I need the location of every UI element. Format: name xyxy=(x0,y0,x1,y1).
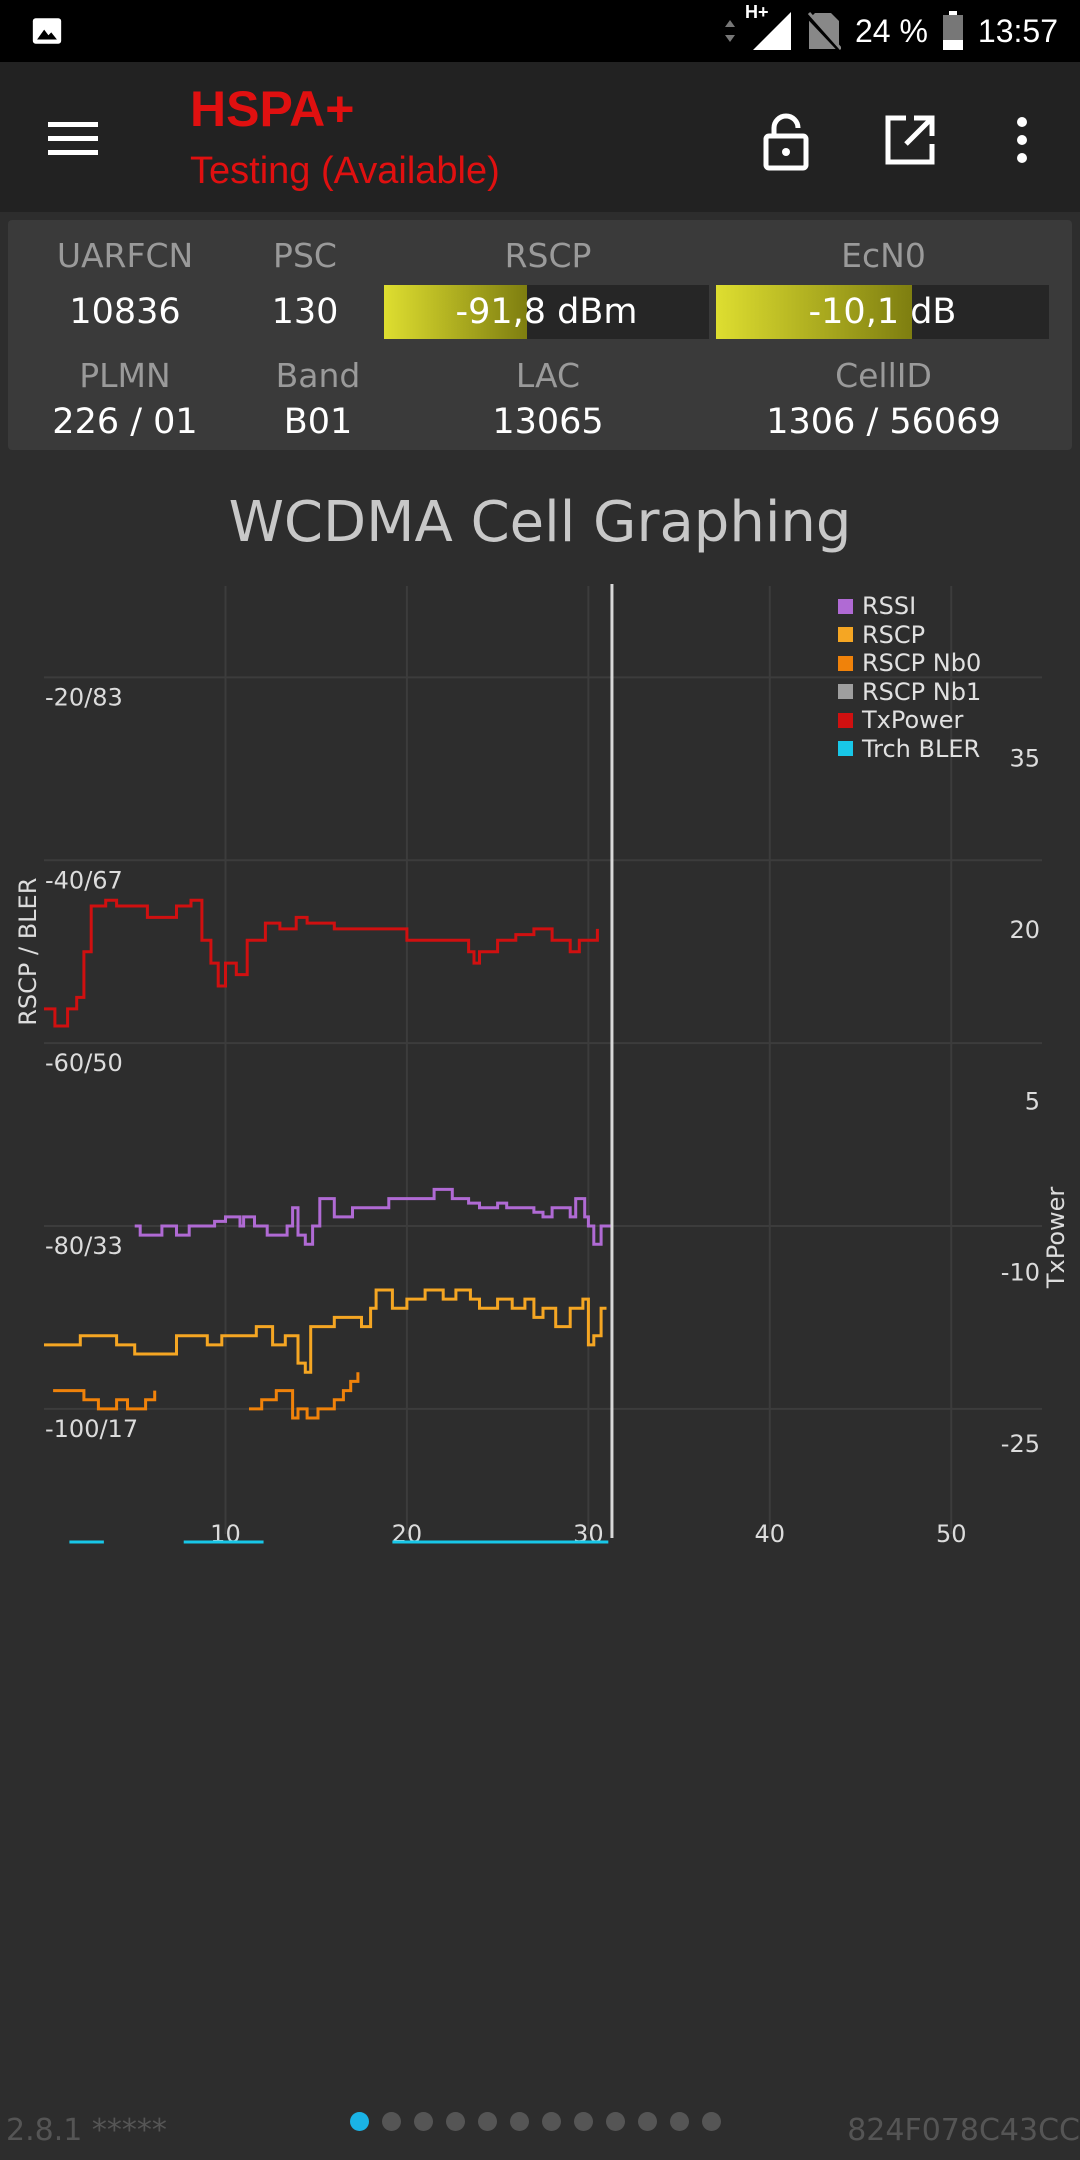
ecn0-value: -10,1 dB xyxy=(808,292,957,332)
legend-swatch xyxy=(838,741,853,757)
page-dot[interactable] xyxy=(542,2112,561,2131)
no-sim-icon xyxy=(806,12,841,51)
plmn-label: PLMN xyxy=(79,356,171,395)
cell-graph: -20/83 -40/67 -60/50 -80/33 -100/17 -25 -10 5 20… xyxy=(14,584,1070,1548)
legend-swatch xyxy=(838,598,853,614)
rscp-value: -91,8 dBm xyxy=(455,292,638,332)
legend-label: RSCP Nb1 xyxy=(862,677,982,706)
lac-label: LAC xyxy=(515,356,581,395)
status-bar: H+ 24 % 13:57 xyxy=(0,0,1080,62)
left-tick-label: -20/83 xyxy=(45,683,123,711)
right-axis-title: TxPower xyxy=(1042,1187,1070,1290)
page-dot[interactable] xyxy=(510,2112,529,2131)
clock: 13:57 xyxy=(977,12,1058,49)
rscp-nb0-line xyxy=(53,1389,157,1411)
legend-label: RSSI xyxy=(862,592,917,621)
x-tick-label: 50 xyxy=(936,1520,967,1548)
app-toolbar: HSPA+ Testing (Available) xyxy=(0,62,1080,212)
rscp-meter: -91,8 dBm xyxy=(384,285,709,339)
technology-title: HSPA+ xyxy=(190,81,355,137)
network-type: H+ xyxy=(744,2,769,22)
page-dot[interactable] xyxy=(606,2112,625,2131)
left-tick-label: -80/33 xyxy=(45,1232,123,1260)
rscp-nb0-line xyxy=(249,1372,360,1420)
more-vert-icon[interactable] xyxy=(990,108,1054,172)
legend-item-trch-bler: Trch BLER xyxy=(838,735,981,764)
band-label: Band xyxy=(275,356,361,395)
ecn0-meter: -10,1 dB xyxy=(716,285,1049,339)
legend-swatch xyxy=(838,712,853,728)
page-indicator xyxy=(350,2112,721,2131)
page-dot[interactable] xyxy=(350,2112,369,2131)
signal-icon: H+ xyxy=(745,2,793,52)
gallery-icon xyxy=(32,18,62,44)
left-axis-title: RSCP / BLER xyxy=(14,878,42,1026)
ecn0-label: EcN0 xyxy=(841,236,926,275)
legend-label: RSCP xyxy=(862,620,926,649)
page-dot[interactable] xyxy=(446,2112,465,2131)
plmn-value: 226 / 01 xyxy=(52,402,198,442)
chart-title: WCDMA Cell Graphing xyxy=(228,490,852,555)
page-dot[interactable] xyxy=(670,2112,689,2131)
rssi-line xyxy=(134,1187,612,1246)
legend-swatch xyxy=(838,655,853,671)
legend-label: TxPower xyxy=(862,706,964,735)
page-dot[interactable] xyxy=(574,2112,593,2131)
right-tick-label: -25 xyxy=(1001,1430,1040,1458)
right-tick-label: 35 xyxy=(1009,744,1040,772)
legend-swatch xyxy=(838,684,853,700)
legend-label: Trch BLER xyxy=(862,734,981,763)
legend-item-rssi: RSSI xyxy=(838,592,981,621)
psc-value: 130 xyxy=(271,292,339,332)
open-external-icon[interactable] xyxy=(878,108,942,172)
x-tick-label: 10 xyxy=(210,1520,241,1548)
legend-item-rscp-nb0: RSCP Nb0 xyxy=(838,649,981,678)
x-tick-label: 30 xyxy=(573,1520,604,1548)
left-tick-label: -60/50 xyxy=(45,1049,123,1077)
legend-item-txpower: TxPower xyxy=(838,706,981,735)
data-arrows-icon xyxy=(724,20,735,42)
battery-icon xyxy=(942,11,963,50)
app-version: 2.8.1 ***** xyxy=(6,2113,167,2148)
page-dot[interactable] xyxy=(414,2112,433,2131)
right-tick-label: 20 xyxy=(1009,916,1040,944)
x-tick-label: 20 xyxy=(392,1520,423,1548)
right-tick-label: -10 xyxy=(1001,1259,1040,1287)
page-dot[interactable] xyxy=(702,2112,721,2131)
menu-icon[interactable] xyxy=(38,108,108,168)
ecn0-meter-fill xyxy=(716,285,913,339)
band-value: B01 xyxy=(283,402,353,442)
cellid-label: CellID xyxy=(835,356,932,395)
page-dot[interactable] xyxy=(382,2112,401,2131)
page-dot[interactable] xyxy=(478,2112,497,2131)
status-icons: H+ 24 % 13:57 xyxy=(723,0,1058,62)
x-tick-label: 40 xyxy=(755,1520,786,1548)
rscp-label: RSCP xyxy=(504,236,592,275)
page-dot[interactable] xyxy=(638,2112,657,2131)
rscp-meter-fill xyxy=(384,285,527,339)
connection-status: Testing (Available) xyxy=(190,150,500,192)
uarfcn-value: 10836 xyxy=(69,292,181,332)
chart-legend: RSSI RSCP RSCP Nb0 RSCP Nb1 TxPower Trch BLER xyxy=(838,592,981,763)
device-id: 824F078C43CC xyxy=(847,2113,1080,2148)
legend-item-rscp-nb1: RSCP Nb1 xyxy=(838,678,981,707)
txpower-line xyxy=(44,898,599,1028)
legend-item-rscp: RSCP xyxy=(838,621,981,650)
left-tick-label: -100/17 xyxy=(45,1415,138,1443)
legend-swatch xyxy=(838,627,853,643)
cell-info-panel: UARFCN 10836 PSC 130 RSCP -91,8 dBm EcN0… xyxy=(8,220,1072,450)
left-tick-label: -40/67 xyxy=(45,866,123,894)
battery-percent: 24 % xyxy=(854,12,928,49)
psc-label: PSC xyxy=(273,236,337,275)
cellid-value: 1306 / 56069 xyxy=(766,402,1001,442)
uarfcn-label: UARFCN xyxy=(56,236,194,275)
lock-icon[interactable] xyxy=(754,108,818,172)
legend-label: RSCP Nb0 xyxy=(862,649,982,678)
right-tick-label: 5 xyxy=(1025,1087,1040,1115)
lac-value: 13065 xyxy=(492,402,604,442)
rscp-line xyxy=(44,1288,607,1374)
